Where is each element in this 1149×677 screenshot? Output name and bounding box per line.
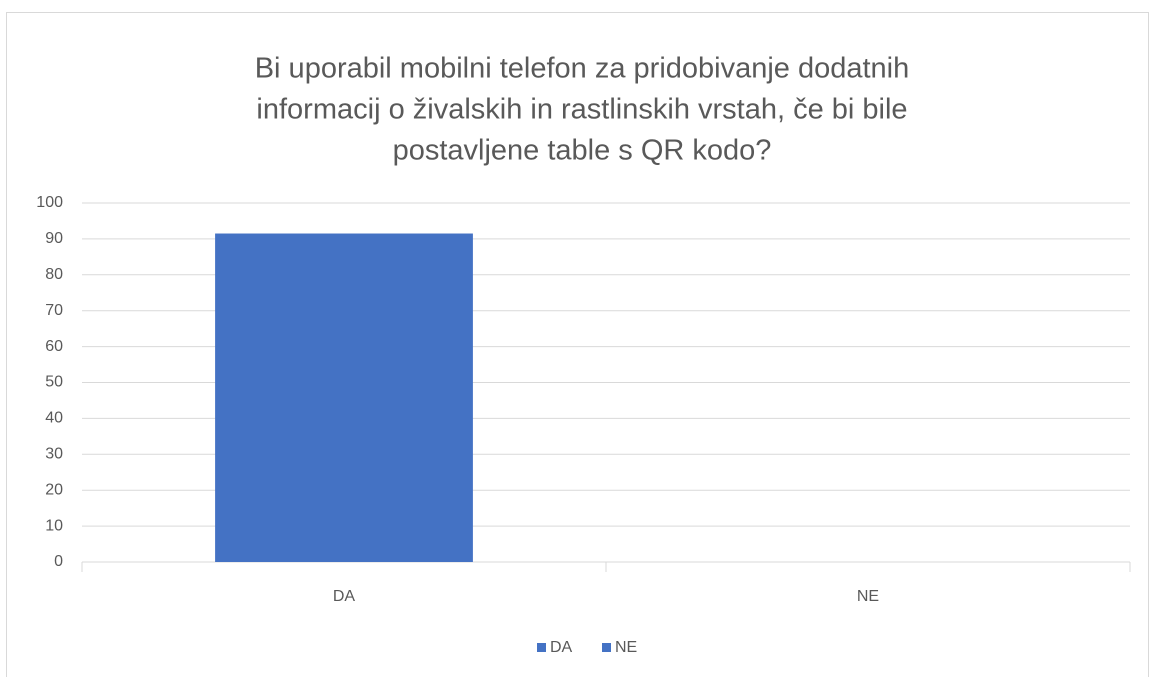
legend-label: NE <box>615 639 637 656</box>
y-tick-label: 70 <box>45 302 63 319</box>
y-tick-label: 60 <box>45 338 63 355</box>
legend-swatch <box>602 643 611 652</box>
y-tick-label: 50 <box>45 374 63 391</box>
x-tick-label: NE <box>857 588 879 605</box>
chart-title: informacij o živalskih in rastlinskih vr… <box>256 94 907 126</box>
y-tick-label: 80 <box>45 266 63 283</box>
y-tick-label: 30 <box>45 446 63 463</box>
y-tick-label: 100 <box>36 194 63 211</box>
legend-swatch <box>537 643 546 652</box>
y-tick-label: 0 <box>54 553 63 570</box>
bar <box>215 233 473 562</box>
chart-title: postavljene table s QR kodo? <box>393 135 772 167</box>
y-tick-label: 10 <box>45 517 63 534</box>
chart-title: Bi uporabil mobilni telefon za pridobiva… <box>255 53 910 85</box>
y-tick-label: 20 <box>45 481 63 498</box>
legend-label: DA <box>550 639 573 656</box>
y-tick-label: 40 <box>45 410 63 427</box>
chart-border <box>6 12 1149 677</box>
y-tick-label: 90 <box>45 230 63 247</box>
x-tick-label: DA <box>333 588 356 605</box>
